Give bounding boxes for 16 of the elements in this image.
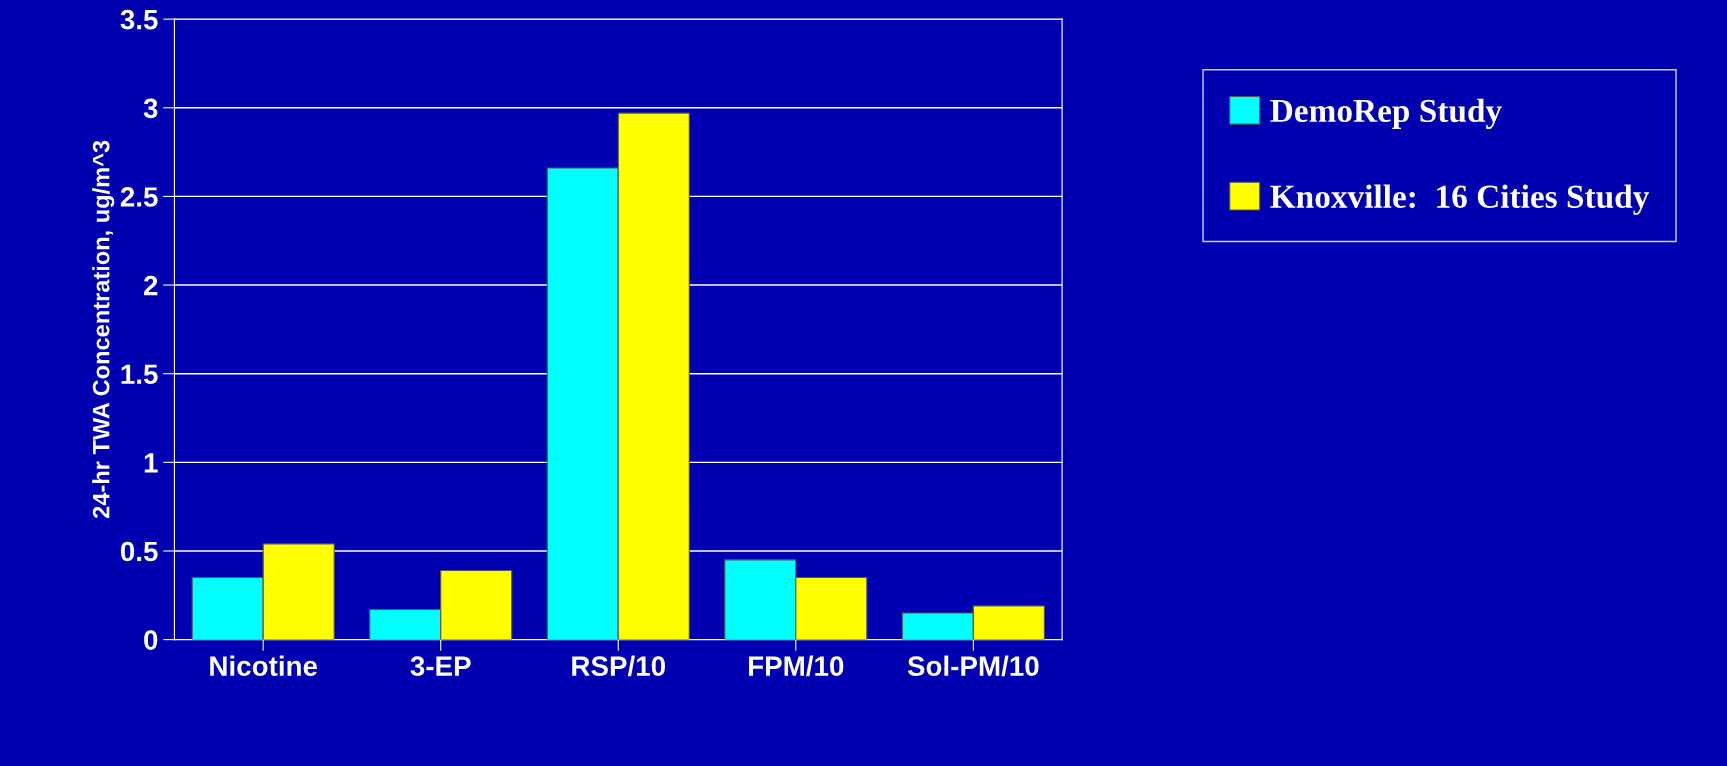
x-tick-label: RSP/10 xyxy=(572,655,665,677)
y-tick-label: 0 xyxy=(144,630,158,650)
y-tick-label: 3 xyxy=(143,98,158,119)
y-tick-label: 0.5 xyxy=(120,541,158,562)
y-tick-label: 1.5 xyxy=(121,364,158,385)
x-tick-label: Sol-PM/10 xyxy=(907,655,1039,677)
y-tick-label: 1 xyxy=(144,453,158,473)
x-tick-label: Nicotine xyxy=(210,655,318,676)
x-tick-label: 3-EP xyxy=(410,656,471,677)
y-tick-label: 2.5 xyxy=(120,187,158,207)
x-tick-label: FPM/10 xyxy=(749,655,844,677)
y-tick-label: 2 xyxy=(143,275,158,296)
legend-label: Knoxville: 16 Cities Study xyxy=(1270,184,1650,215)
y-tick-label: 3.5 xyxy=(120,9,158,30)
legend-label: DemoRep Study xyxy=(1270,98,1502,129)
y-axis-title: 24-hr TWA Concentration, ug/m^3 xyxy=(92,140,115,518)
